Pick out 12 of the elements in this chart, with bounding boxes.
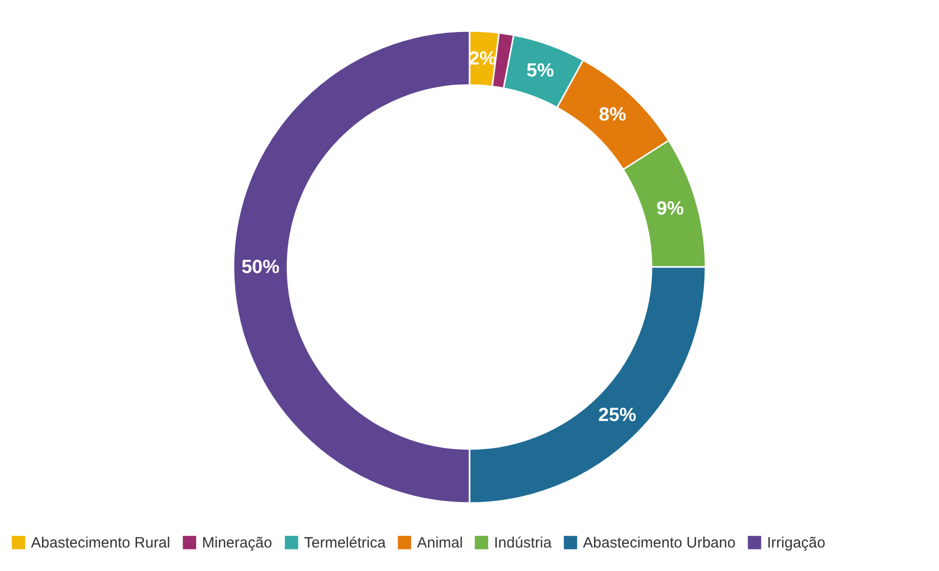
data-label: 5% [526,60,554,82]
legend-label: Mineração [202,534,272,552]
legend-label: Irrigação [767,534,826,552]
legend-label: Indústria [494,534,552,552]
legend-label: Abastecimento Rural [31,534,170,552]
data-label: 9% [656,198,684,220]
legend-label: Abastecimento Urbano [583,534,736,552]
data-label: 25% [598,404,636,426]
legend-label: Termelétrica [304,534,386,552]
data-label: 8% [598,104,626,126]
data-label: 50% [241,257,280,278]
legend-label: Animal [417,534,463,552]
